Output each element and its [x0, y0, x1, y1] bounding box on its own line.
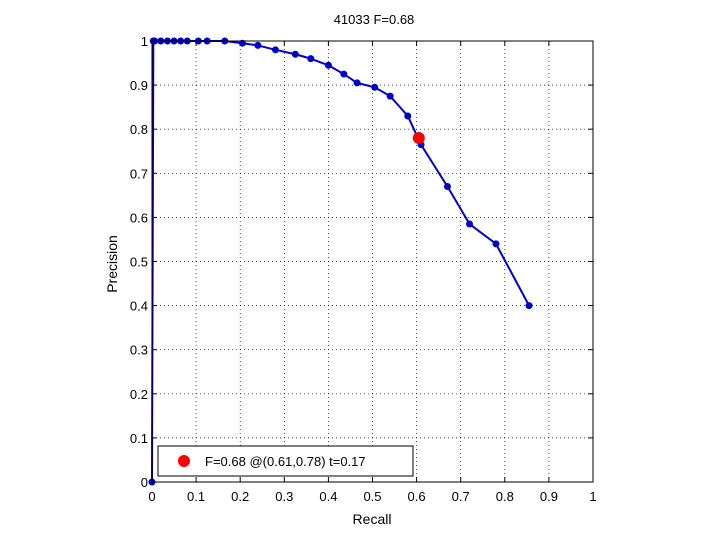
y-tick-label: 1	[141, 34, 148, 49]
pr-curve-point	[254, 41, 262, 49]
y-tick-label: 0	[141, 475, 148, 490]
y-tick-label: 0.4	[130, 299, 148, 314]
pr-curve-point	[271, 46, 279, 54]
pr-curve-point	[238, 39, 246, 47]
chart-title: 41033 F=0.68	[334, 12, 415, 27]
pr-curve-point	[492, 240, 500, 248]
x-tick-label: 0.9	[540, 489, 558, 504]
y-tick-label: 0.6	[130, 210, 148, 225]
plot-area-frame	[151, 40, 594, 483]
pr-curve-point	[443, 183, 451, 191]
x-tick-label: 0.4	[319, 489, 337, 504]
grid	[152, 41, 593, 482]
x-tick-label: 1	[589, 489, 596, 504]
y-tick-label: 0.9	[130, 78, 148, 93]
y-tick-label: 0.7	[130, 166, 148, 181]
y-tick-label: 0.2	[130, 387, 148, 402]
pr-curve-point	[291, 50, 299, 58]
x-axis-label: Recall	[353, 511, 392, 527]
pr-curve-point	[307, 55, 315, 63]
pr-curve-point	[466, 220, 474, 228]
x-tick-label: 0.3	[275, 489, 293, 504]
pr-curve-point	[371, 83, 379, 91]
pr-curve-point	[386, 92, 394, 100]
x-tick-label: 0.8	[496, 489, 514, 504]
legend-marker	[178, 455, 190, 467]
y-tick-label: 0.8	[130, 122, 148, 137]
pr-curve-point	[404, 112, 412, 120]
best-f-marker	[412, 132, 425, 145]
x-tick-label: 0.2	[231, 489, 249, 504]
pr-curve-point	[324, 61, 332, 69]
y-axis-label: Precision	[104, 235, 120, 293]
tick-labels: 0 0.1 0.2 0.3 0.4 0.5 0.6 0.7 0.8 0.9 1 0 0.1 0.2 0.3 0…	[130, 34, 597, 504]
pr-curve-point	[340, 70, 348, 78]
legend-text: F=0.68 @(0.61,0.78) t=0.17	[205, 454, 366, 469]
x-tick-label: 0.7	[452, 489, 470, 504]
y-tick-label: 0.5	[130, 255, 148, 270]
legend: F=0.68 @(0.61,0.78) t=0.17	[157, 445, 414, 477]
pr-curve-point	[353, 79, 361, 87]
x-tick-label: 0	[148, 489, 155, 504]
y-tick-label: 0.1	[130, 431, 148, 446]
legend-box	[157, 445, 414, 477]
pr-curve-point	[525, 302, 533, 310]
x-tick-label: 0.6	[408, 489, 426, 504]
x-tick-label: 0.1	[187, 489, 205, 504]
x-tick-label: 0.5	[363, 489, 381, 504]
y-tick-label: 0.3	[130, 343, 148, 358]
